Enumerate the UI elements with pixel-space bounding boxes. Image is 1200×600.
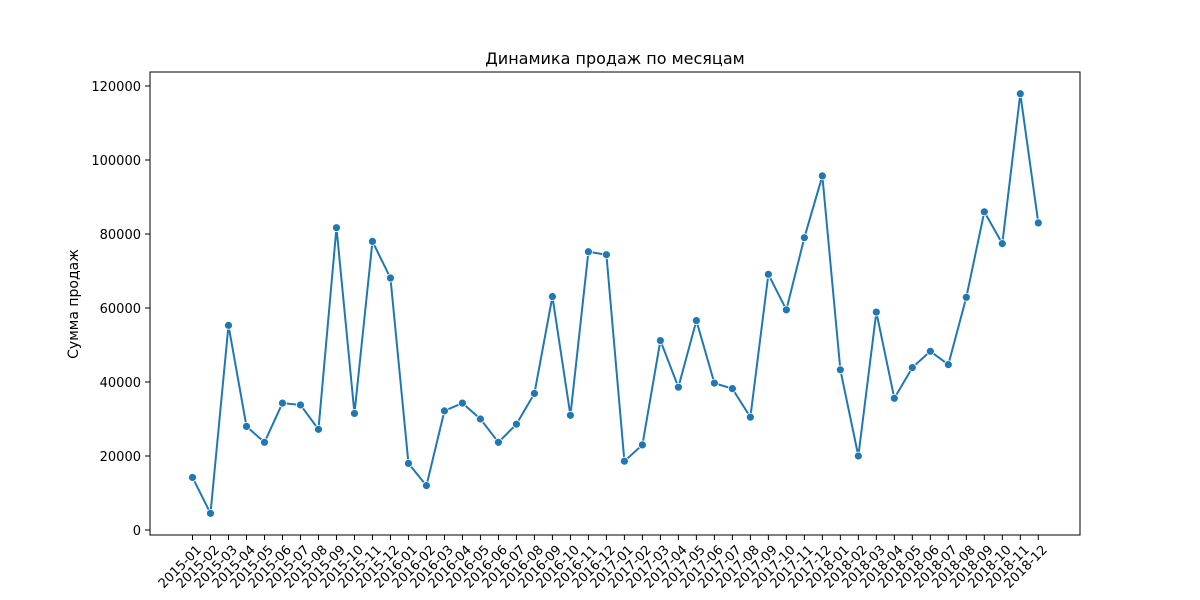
data-point bbox=[943, 360, 953, 370]
data-point bbox=[871, 307, 881, 317]
data-point bbox=[242, 421, 251, 431]
data-point bbox=[853, 451, 863, 461]
data-point bbox=[224, 320, 233, 330]
y-tick-label: 100000 bbox=[91, 154, 141, 169]
data-point bbox=[727, 384, 737, 394]
data-point bbox=[602, 250, 611, 260]
data-point bbox=[368, 236, 377, 246]
data-point bbox=[925, 346, 935, 356]
data-point bbox=[404, 458, 413, 468]
data-point bbox=[422, 481, 431, 491]
data-point bbox=[584, 247, 593, 257]
y-tick-label: 120000 bbox=[91, 80, 141, 95]
data-point bbox=[979, 207, 989, 217]
data-point bbox=[763, 269, 773, 279]
data-point bbox=[440, 406, 449, 416]
data-point bbox=[997, 239, 1007, 249]
data-point bbox=[799, 233, 809, 243]
data-point bbox=[494, 437, 503, 447]
data-point bbox=[637, 440, 647, 450]
data-point bbox=[332, 223, 341, 233]
data-point bbox=[260, 437, 269, 447]
y-tick-label: 40000 bbox=[100, 376, 141, 391]
data-point bbox=[350, 409, 359, 418]
data-point bbox=[314, 424, 323, 434]
data-point bbox=[530, 389, 539, 398]
data-point bbox=[1033, 218, 1043, 228]
data-point bbox=[296, 400, 305, 410]
data-point bbox=[566, 410, 575, 420]
chart-title: Динамика продаж по месяцам bbox=[485, 49, 744, 68]
data-point bbox=[745, 412, 755, 422]
data-point bbox=[817, 171, 827, 181]
data-point bbox=[673, 382, 683, 392]
data-point bbox=[206, 508, 215, 518]
data-point bbox=[889, 393, 899, 403]
data-point bbox=[691, 316, 701, 325]
y-tick-label: 0 bbox=[133, 524, 141, 539]
data-point bbox=[835, 365, 845, 375]
data-point bbox=[386, 273, 395, 283]
data-point bbox=[907, 363, 917, 372]
data-point bbox=[619, 456, 629, 466]
series-line bbox=[191, 92, 1040, 515]
data-point bbox=[655, 336, 665, 345]
data-point bbox=[278, 398, 287, 408]
plot-area: 0200004000060000800001000001200002015-01… bbox=[91, 80, 1050, 592]
data-point bbox=[548, 292, 557, 301]
data-point bbox=[709, 378, 719, 388]
data-point bbox=[781, 305, 791, 315]
y-axis-label: Сумма продаж bbox=[66, 249, 82, 359]
data-point bbox=[188, 473, 197, 482]
y-tick-label: 80000 bbox=[100, 228, 141, 243]
y-tick-label: 60000 bbox=[100, 302, 141, 317]
data-point bbox=[458, 398, 467, 408]
plot-frame bbox=[149, 71, 1081, 536]
data-point bbox=[961, 292, 971, 302]
data-point bbox=[1015, 89, 1025, 99]
data-point bbox=[476, 414, 485, 424]
data-point bbox=[512, 419, 521, 429]
y-tick-label: 20000 bbox=[100, 450, 141, 465]
